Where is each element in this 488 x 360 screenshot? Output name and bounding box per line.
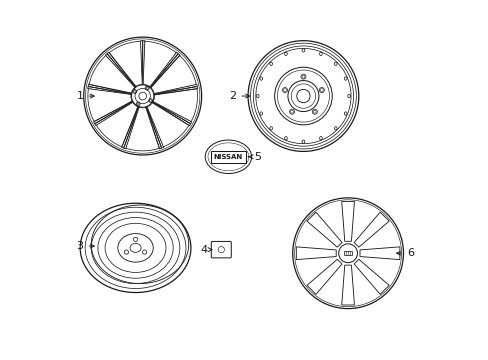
Polygon shape xyxy=(109,41,142,87)
FancyBboxPatch shape xyxy=(210,151,245,163)
Polygon shape xyxy=(359,247,399,260)
Text: 2: 2 xyxy=(229,91,249,101)
Polygon shape xyxy=(88,89,132,122)
Ellipse shape xyxy=(205,140,251,174)
Polygon shape xyxy=(150,55,196,94)
Polygon shape xyxy=(89,55,135,94)
Polygon shape xyxy=(296,247,336,260)
Polygon shape xyxy=(306,259,341,294)
Polygon shape xyxy=(147,102,189,147)
Polygon shape xyxy=(353,259,388,294)
Text: 5: 5 xyxy=(248,152,260,162)
Text: 4: 4 xyxy=(201,245,211,255)
Polygon shape xyxy=(96,102,138,147)
Text: NISSAN: NISSAN xyxy=(213,154,243,160)
FancyBboxPatch shape xyxy=(211,242,231,258)
Text: 1: 1 xyxy=(77,91,94,101)
Polygon shape xyxy=(143,41,176,87)
Circle shape xyxy=(338,244,357,263)
Polygon shape xyxy=(341,202,354,241)
Polygon shape xyxy=(153,89,197,122)
Polygon shape xyxy=(353,212,388,247)
Polygon shape xyxy=(126,107,159,151)
Bar xyxy=(344,251,351,255)
Polygon shape xyxy=(341,265,354,305)
Text: 6: 6 xyxy=(396,248,413,258)
Polygon shape xyxy=(306,212,341,247)
Text: 3: 3 xyxy=(77,241,94,251)
